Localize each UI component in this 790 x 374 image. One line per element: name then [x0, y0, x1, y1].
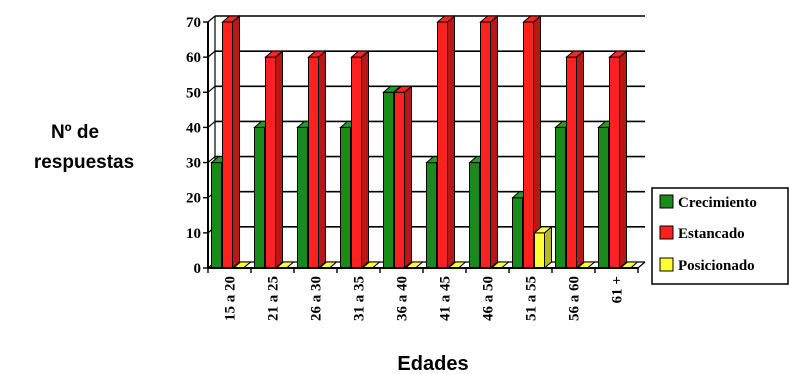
x-tick-label-56-a-60: 56 a 60	[567, 276, 583, 321]
y-tick-label-10: 10	[186, 226, 201, 242]
x-tick-label-51-a-55: 51 a 55	[524, 276, 540, 321]
x-tick-label-21-a-25: 21 a 25	[266, 276, 282, 321]
y-tick-label-40: 40	[186, 120, 201, 136]
bar-estancado-21-a-25	[264, 50, 284, 270]
wall-tick-40	[207, 120, 216, 128]
legend-frame	[651, 187, 789, 285]
x-tick-label-36-a-40: 36 a 40	[395, 276, 411, 321]
y-axis-label-line-1: Nº de	[51, 122, 99, 143]
legend-swatch-posicionado	[659, 257, 674, 272]
bars-layer	[210, 14, 639, 270]
bar-estancado-46-a-50	[479, 14, 499, 270]
y-tick-label-30: 30	[186, 156, 201, 172]
axis-layer	[203, 21, 646, 273]
x-tick-label-61: 61 +	[610, 276, 626, 303]
y-tick-label-20: 20	[186, 191, 201, 207]
bar-estancado-41-a-45	[436, 14, 456, 270]
bar-estancado-56-a-60	[565, 50, 585, 270]
bar-posicionado-51-a-55	[533, 225, 553, 270]
bar-estancado-61	[608, 50, 628, 270]
y-tick-label-0: 0	[194, 261, 202, 277]
wall-tick-30	[207, 156, 216, 164]
x-tick-label-26-a-30: 26 a 30	[309, 276, 325, 321]
legend-label-crecimiento: Crecimiento	[678, 195, 757, 211]
y-axis-label-line-2: respuestas	[34, 152, 134, 173]
y-tick-labels: 0 10 20 30 40 50 60 70	[186, 15, 201, 277]
wall-tick-70	[207, 15, 216, 23]
legend-swatch-estancado	[659, 225, 674, 240]
bar-estancado-26-a-30	[307, 50, 327, 270]
bar-estancado-15-a-20	[221, 14, 241, 270]
bar-estancado-36-a-40	[393, 85, 413, 270]
y-tick-label-70: 70	[186, 15, 201, 31]
x-tick-label-15-a-20: 15 a 20	[223, 276, 239, 321]
x-axis-label: Edades	[397, 353, 468, 374]
legend-label-posicionado: Posicionado	[678, 258, 755, 274]
y-tick-label-60: 60	[186, 50, 201, 66]
x-tick-label-41-a-45: 41 a 45	[438, 276, 454, 321]
legend-label-estancado: Estancado	[678, 226, 745, 242]
bar-estancado-31-a-35	[350, 50, 370, 270]
x-tick-label-31-a-35: 31 a 35	[352, 276, 368, 321]
legend: Crecimiento Estancado Posicionado	[651, 187, 789, 285]
y-tick-label-50: 50	[186, 85, 201, 101]
x-tick-labels: 15 a 20 21 a 25 26 a 30 31 a 35 36 a 40 41 a …	[223, 276, 626, 321]
wall-tick-60	[207, 50, 216, 58]
wall-tick-50	[207, 85, 216, 93]
x-tick-label-46-a-50: 46 a 50	[481, 276, 497, 321]
legend-swatch-crecimiento	[659, 194, 674, 209]
floor-right-edge	[637, 261, 646, 269]
